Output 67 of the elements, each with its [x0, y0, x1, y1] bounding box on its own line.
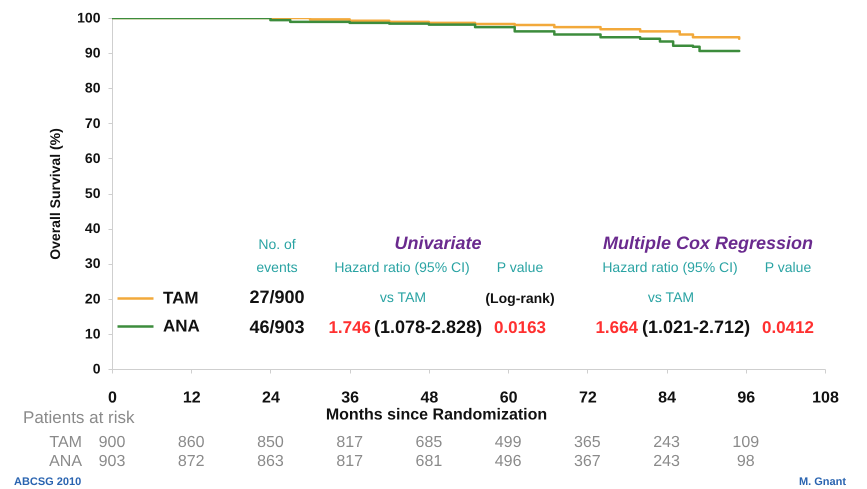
x-axis-title: Months since Randomization: [326, 406, 548, 424]
text: 860: [178, 434, 205, 451]
annotation: Hazard ratio (95% CI): [334, 259, 470, 275]
y-tick-label: 60: [84, 150, 101, 166]
x-tick-label: 72: [578, 390, 597, 406]
annotation: vs TAM: [380, 289, 426, 305]
x-tick-label: 84: [658, 390, 676, 406]
y-tick-label: 100: [77, 10, 101, 26]
text: 243: [653, 434, 680, 451]
annotation: 27/900: [249, 287, 305, 307]
y-tick-label: 30: [84, 255, 101, 272]
annotation: P value: [496, 259, 544, 275]
x-tick-label: 48: [420, 390, 438, 406]
annotation: 0.0163: [494, 318, 546, 337]
y-tick-label: 70: [84, 114, 101, 131]
text: 685: [416, 434, 442, 451]
y-tick-label: 90: [84, 44, 101, 61]
annotation: (1.021-2.712): [642, 317, 750, 337]
y-tick-label: 80: [84, 80, 101, 96]
legend-label: ANA: [163, 316, 200, 336]
text: 365: [574, 434, 601, 451]
text: 243: [653, 453, 680, 470]
text: 817: [336, 453, 364, 470]
annotation: Univariate: [394, 233, 482, 253]
text: 903: [98, 453, 126, 470]
text: 850: [257, 434, 284, 451]
text: 863: [257, 453, 284, 470]
legend-label: TAM: [163, 288, 199, 308]
y-tick-label: 50: [84, 185, 101, 201]
annotation: 1.746: [328, 318, 371, 337]
y-tick-label: 0: [92, 360, 101, 376]
x-tick-label: 36: [341, 390, 360, 406]
y-axis-title: Overall Survival (%): [47, 128, 64, 260]
text: 98: [736, 453, 755, 470]
annotation: (Log-rank): [485, 290, 555, 306]
text: TAM: [49, 434, 82, 451]
x-tick-label: 0: [108, 390, 118, 406]
text: 496: [494, 453, 522, 470]
x-tick-label: 12: [182, 390, 201, 406]
annotation: 1.664: [595, 318, 639, 337]
y-tick-label: 10: [84, 325, 101, 342]
x-tick-label: 24: [262, 390, 280, 406]
annotation: events: [256, 259, 298, 275]
y-tick-label: 40: [84, 220, 101, 236]
x-tick-label: 108: [812, 390, 839, 406]
text: 817: [336, 434, 364, 451]
text: 367: [574, 453, 601, 470]
annotation: Hazard ratio (95% CI): [602, 259, 738, 275]
annotation: No. of: [258, 236, 296, 252]
text: 900: [98, 434, 126, 451]
annotation: 46/903: [249, 317, 305, 337]
annotation: vs TAM: [648, 289, 694, 305]
text: 109: [732, 434, 760, 451]
x-tick-label: 96: [737, 390, 756, 406]
text: 872: [178, 453, 205, 470]
text: 499: [494, 434, 522, 451]
annotation: Multiple Cox Regression: [602, 233, 814, 253]
annotation: P value: [764, 259, 812, 275]
text: ANA: [49, 453, 82, 470]
text: M. Gnant: [798, 476, 846, 488]
y-tick-label: 20: [84, 290, 101, 306]
x-tick-label: 60: [500, 390, 518, 406]
annotation: 0.0412: [762, 318, 814, 337]
text: 681: [416, 453, 442, 470]
text: Patients at risk: [23, 408, 135, 427]
text: ABCSG 2010: [14, 476, 82, 488]
annotation: (1.078-2.828): [374, 317, 482, 337]
